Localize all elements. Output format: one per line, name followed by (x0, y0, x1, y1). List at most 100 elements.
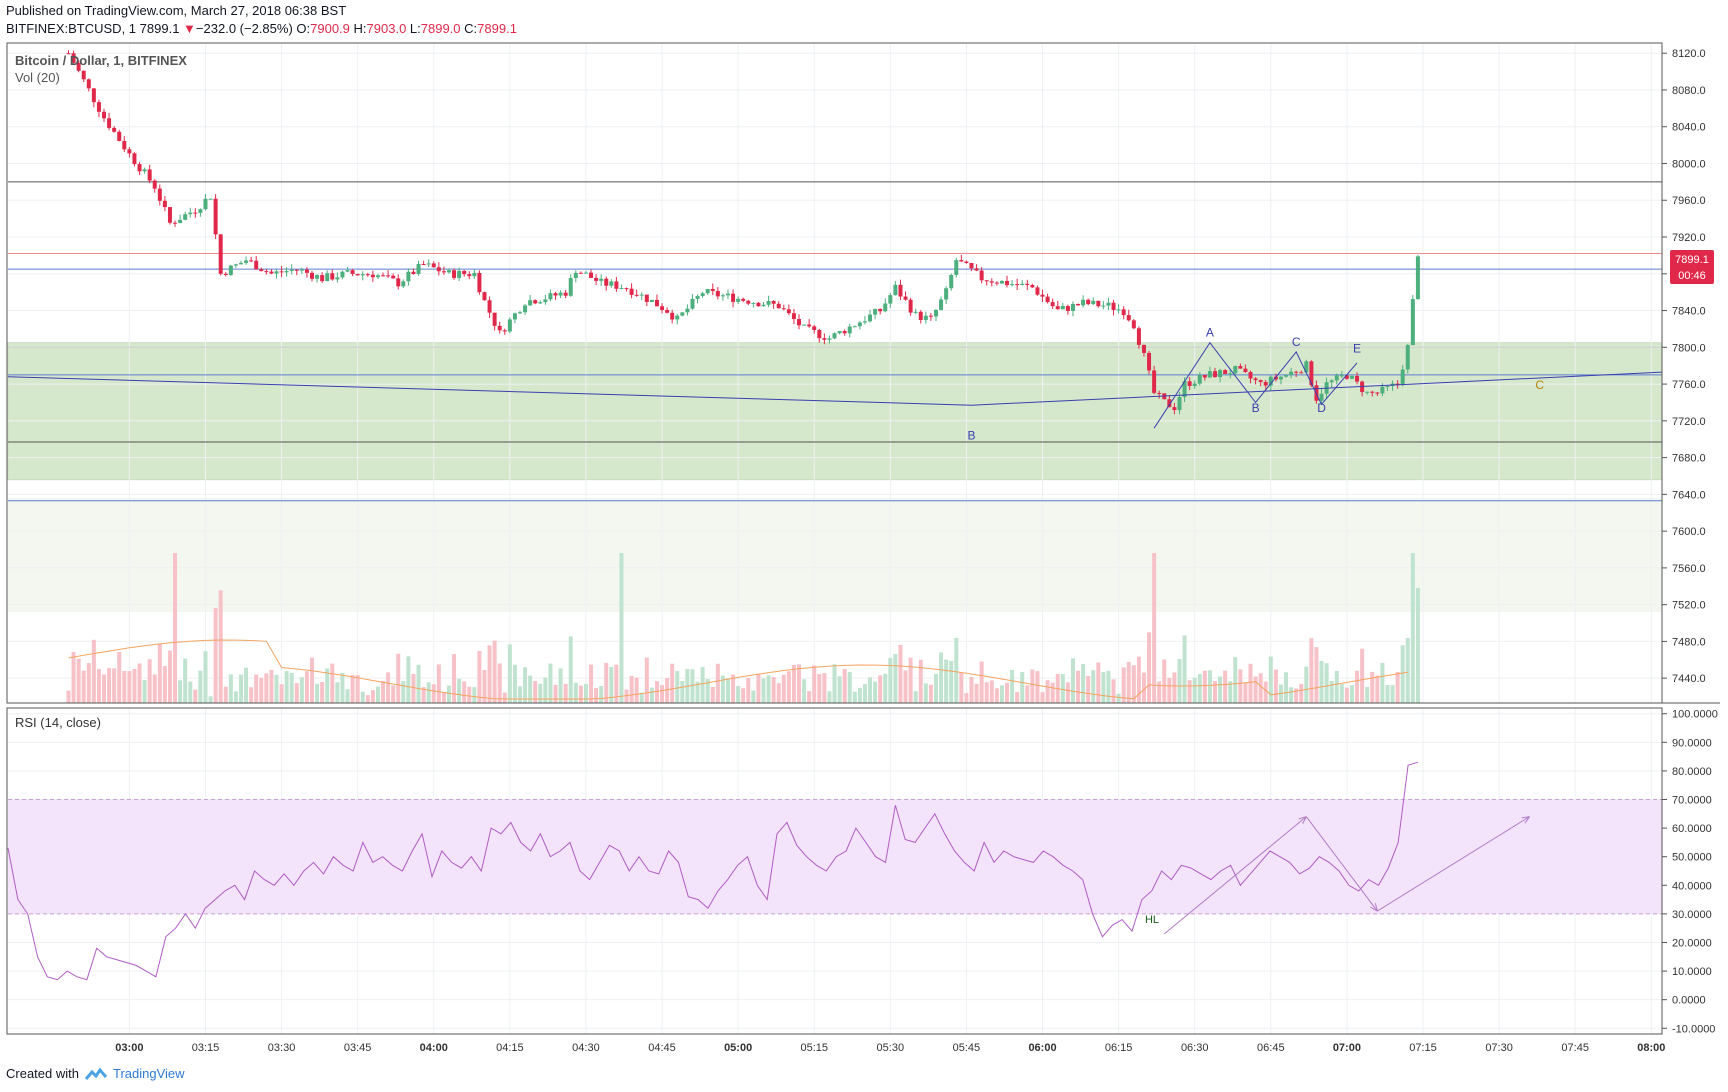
y-tick-label: 7640.0 (1672, 489, 1706, 501)
candle-body (1278, 376, 1283, 380)
open-value: 7900.9 (310, 21, 350, 36)
chart-canvas[interactable]: 8120.08080.08040.08000.07960.07920.07880… (0, 0, 1728, 1060)
volume-bar (1299, 683, 1304, 703)
volume-bar (1192, 677, 1197, 703)
candle-body (360, 274, 365, 276)
pattern-label: B (967, 428, 975, 442)
candle-body (1405, 345, 1410, 370)
rsi-pane-title: RSI (14, close) (15, 715, 101, 730)
candle-body (1304, 361, 1309, 373)
volume-bar (944, 659, 949, 703)
candle-body (173, 222, 178, 224)
candle-body (832, 333, 837, 339)
candle-body (979, 270, 984, 281)
volume-bar (1141, 672, 1146, 703)
trendline-right (971, 371, 1663, 406)
candle-body (441, 271, 446, 273)
volume-bar (345, 689, 350, 703)
volume-bar (254, 674, 259, 703)
pattern-label: D (1317, 401, 1326, 415)
candle-body (862, 321, 867, 323)
candle-body (1010, 284, 1015, 286)
volume-bar (1329, 681, 1334, 703)
high-label: H: (353, 21, 367, 36)
volume-bar (462, 681, 467, 703)
candle-body (365, 274, 370, 276)
volume-bar (1268, 656, 1273, 703)
candle-body (842, 331, 847, 334)
volume-bar (573, 682, 578, 703)
volume-bar (604, 662, 609, 703)
volume-bar (1253, 676, 1258, 703)
volume-bar (193, 689, 198, 703)
candle-body (868, 314, 873, 322)
x-tick-label: 05:45 (953, 1042, 981, 1054)
volume-bar (76, 658, 81, 703)
candle-body (923, 315, 928, 320)
volume-bar (1040, 692, 1045, 703)
candle-body (142, 169, 147, 172)
candle-body (1177, 396, 1182, 411)
volume-bar (589, 664, 594, 703)
volume-bar (949, 660, 954, 703)
volume-bar (1060, 674, 1065, 703)
volume-bar (1091, 670, 1096, 703)
candle-body (1238, 366, 1243, 369)
candle-body (1248, 372, 1253, 379)
price-tag (1670, 250, 1714, 284)
candle-body (1126, 315, 1131, 321)
volume-bar (1111, 679, 1116, 703)
candle-body (391, 275, 396, 279)
volume-bar (335, 682, 340, 703)
x-tick-label: 04:30 (572, 1042, 600, 1054)
candle-body (238, 262, 243, 265)
y-tick-label: 7520.0 (1672, 600, 1706, 612)
volume-bar (91, 639, 96, 703)
candle-body (497, 325, 502, 331)
candle-body (944, 288, 949, 300)
candle-body (198, 209, 203, 213)
x-tick-label: 06:00 (1028, 1042, 1056, 1054)
rsi-y-tick-label: 100.0000 (1672, 709, 1718, 721)
volume-bar (594, 687, 599, 703)
volume-bar (497, 663, 502, 703)
volume-bar (213, 607, 218, 703)
volume-bar (1304, 666, 1309, 703)
candle-body (467, 274, 472, 277)
volume-bar (1005, 682, 1010, 703)
candle-body (1121, 309, 1126, 316)
volume-bar (208, 696, 213, 703)
volume-bar (1233, 657, 1238, 703)
volume-bar (117, 651, 122, 703)
candle-body (477, 272, 482, 293)
candle-body (1025, 283, 1030, 285)
rsi-arrow-head (1521, 816, 1530, 824)
candle-body (411, 271, 416, 274)
candle-body (1395, 383, 1400, 385)
volume-bar (710, 686, 715, 703)
volume-bar (974, 683, 979, 703)
low-value: 7899.0 (420, 21, 461, 36)
volume-bar (1284, 672, 1289, 703)
volume-bar (467, 686, 472, 703)
tradingview-brand[interactable]: TradingView (112, 1066, 185, 1081)
candle-body (1081, 299, 1086, 306)
volume-bar (1131, 665, 1136, 703)
volume-bar (644, 657, 649, 703)
candle-body (903, 296, 908, 300)
volume-bar (1182, 635, 1187, 703)
candle-body (127, 149, 132, 154)
volume-bar (1096, 662, 1101, 703)
volume-bar (842, 668, 847, 703)
volume-bar (416, 664, 421, 703)
y-tick-label: 7720.0 (1672, 416, 1706, 428)
volume-bar (1212, 681, 1217, 703)
candle-body (249, 260, 254, 262)
volume-bar (984, 682, 989, 703)
volume-bar (741, 688, 746, 703)
volume-bar (1136, 656, 1141, 703)
x-tick-label: 07:45 (1561, 1042, 1589, 1054)
volume-bar (1395, 671, 1400, 703)
candle-body (1187, 381, 1192, 386)
volume-bar (1319, 661, 1324, 703)
